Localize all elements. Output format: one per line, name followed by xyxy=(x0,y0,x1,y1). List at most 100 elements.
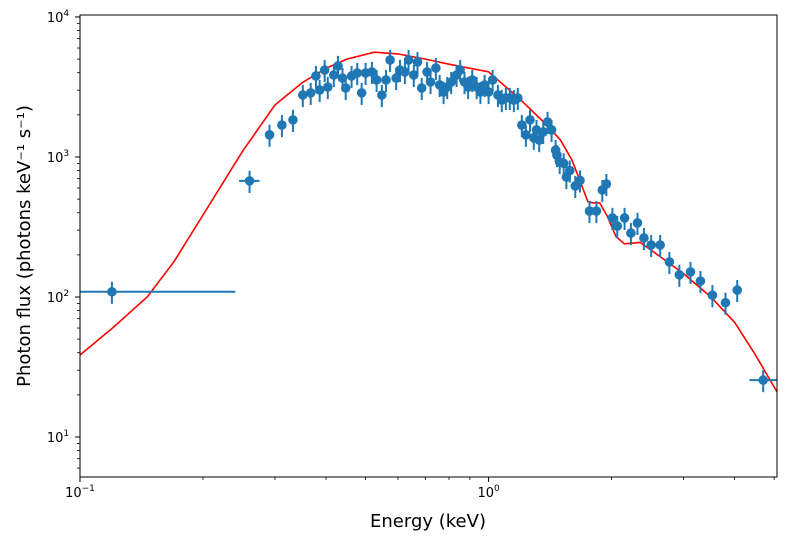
tick-exponent: 3 xyxy=(63,149,69,159)
data-marker xyxy=(311,71,321,81)
data-marker xyxy=(664,257,675,267)
data-marker xyxy=(632,218,643,228)
data-marker xyxy=(367,67,377,77)
x-tick-label: 100 xyxy=(477,484,500,501)
data-point xyxy=(632,212,643,236)
data-marker xyxy=(264,130,275,140)
data-marker xyxy=(758,375,769,385)
data-point xyxy=(591,200,602,224)
data-marker xyxy=(391,73,401,83)
data-point xyxy=(601,173,612,197)
data-point xyxy=(558,153,569,176)
data-point xyxy=(403,49,414,73)
data-point xyxy=(298,84,308,108)
data-point xyxy=(416,77,427,101)
tick-exponent: 1 xyxy=(63,429,69,439)
data-point xyxy=(431,57,441,81)
data-marker xyxy=(371,75,382,85)
data-point xyxy=(538,121,549,144)
data-marker xyxy=(558,158,569,169)
y-tick-label: 101 xyxy=(47,429,69,446)
data-point xyxy=(655,234,665,258)
data-marker xyxy=(542,117,553,127)
data-point xyxy=(446,71,456,95)
tick-base: 10 xyxy=(65,486,82,501)
data-marker xyxy=(487,75,498,85)
data-point xyxy=(607,207,618,231)
data-marker xyxy=(400,67,410,77)
data-marker xyxy=(298,90,308,100)
data-point xyxy=(264,124,275,147)
data-marker xyxy=(314,85,325,95)
data-point xyxy=(584,200,595,224)
data-marker xyxy=(463,82,473,92)
data-point xyxy=(400,61,410,85)
data-point xyxy=(314,79,325,103)
data-point xyxy=(575,170,585,193)
tick-base: 10 xyxy=(47,291,64,306)
data-point xyxy=(371,69,382,93)
data-marker xyxy=(422,67,432,77)
data-marker xyxy=(732,285,743,295)
x-axis-label: Energy (keV) xyxy=(370,511,486,532)
data-marker xyxy=(674,270,685,280)
data-point xyxy=(425,71,436,95)
data-marker xyxy=(244,176,255,186)
data-marker xyxy=(425,77,436,87)
data-marker xyxy=(655,240,665,250)
data-point xyxy=(377,84,387,108)
data-point xyxy=(513,87,523,111)
data-point xyxy=(80,281,236,304)
data-marker xyxy=(377,90,387,100)
data-marker xyxy=(107,286,117,297)
data-marker xyxy=(333,61,343,71)
data-point xyxy=(385,49,395,73)
y-tick-label: 103 xyxy=(47,149,69,166)
data-marker xyxy=(538,127,549,137)
data-point xyxy=(639,227,649,251)
data-marker xyxy=(288,115,298,125)
tick-base: 10 xyxy=(47,431,64,446)
data-marker xyxy=(431,63,441,73)
data-point xyxy=(749,370,777,393)
data-point xyxy=(732,280,743,303)
tick-base: 10 xyxy=(47,11,64,26)
data-point xyxy=(674,264,685,287)
data-point xyxy=(695,270,706,294)
data-point xyxy=(646,234,656,258)
data-point xyxy=(707,285,718,308)
data-marker xyxy=(619,213,630,223)
data-point xyxy=(329,64,339,88)
data-point xyxy=(720,292,731,315)
data-point xyxy=(612,216,623,239)
y-tick-label: 104 xyxy=(47,9,70,26)
data-marker xyxy=(607,213,618,223)
data-marker xyxy=(352,68,363,78)
data-marker xyxy=(513,93,523,103)
tick-base: 10 xyxy=(47,151,64,166)
data-point xyxy=(305,82,316,105)
data-point xyxy=(412,51,423,75)
data-marker xyxy=(385,55,395,65)
data-point xyxy=(664,251,675,274)
data-marker xyxy=(305,88,316,98)
data-point xyxy=(340,77,351,101)
data-marker xyxy=(639,233,649,243)
data-marker xyxy=(601,179,612,189)
data-point xyxy=(288,109,298,132)
tick-exponent: 2 xyxy=(63,289,69,299)
data-marker xyxy=(412,57,423,67)
data-point xyxy=(319,59,330,83)
data-point xyxy=(487,69,498,93)
data-point xyxy=(333,55,343,79)
data-marker xyxy=(416,83,427,93)
data-point xyxy=(546,119,557,143)
model-curve-line xyxy=(80,51,777,393)
tick-base: 10 xyxy=(477,486,494,501)
axes-frame xyxy=(79,14,778,478)
tick-exponent: −1 xyxy=(82,484,95,494)
data-marker xyxy=(517,120,527,130)
data-marker xyxy=(277,120,287,130)
